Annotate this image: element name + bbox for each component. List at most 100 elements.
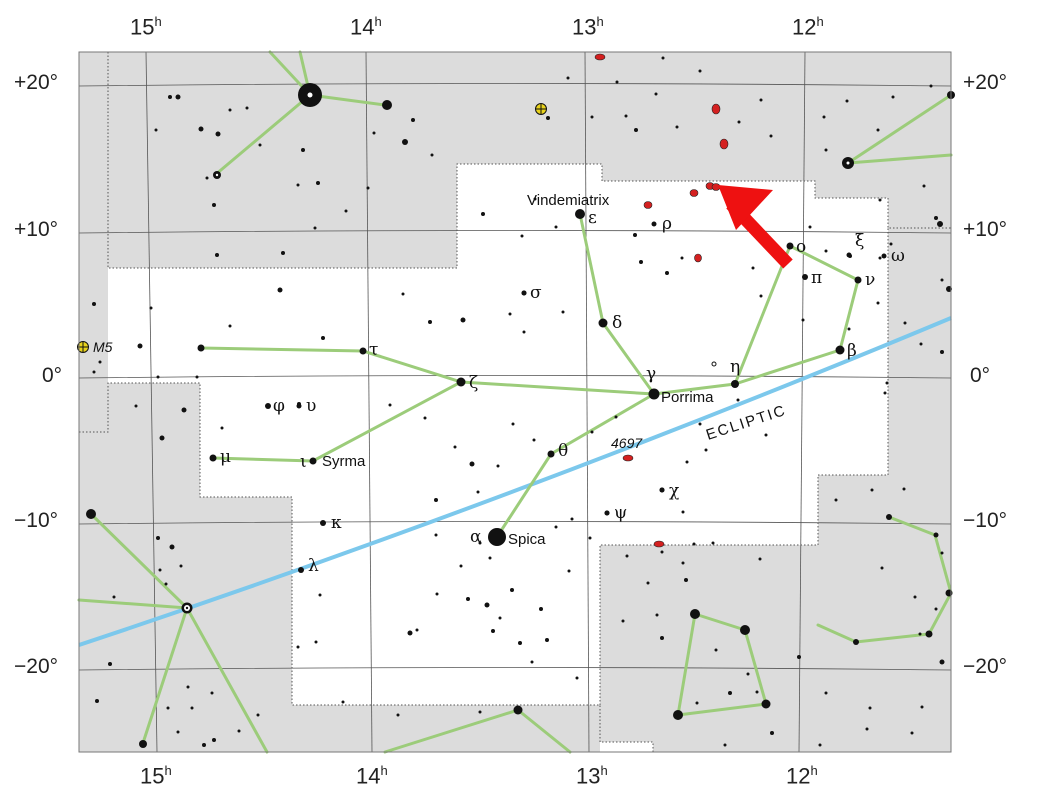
label-porrima: Porrima [661,389,714,406]
arrow-indicator [718,185,793,269]
star-spica [488,528,506,546]
label-mu: μ [220,447,231,467]
ra-label-bottom-12h: 12h [786,763,818,789]
galaxy-ngc4697 [622,454,634,462]
region-southeast [600,475,951,752]
label-nu: ν [865,270,875,290]
star-201 [197,344,205,352]
dec-label-left-plus20: +20° [14,71,59,94]
star-minkar [673,710,683,720]
dec-label-right-0: 0° [970,364,991,387]
label-sigma: σ [530,283,542,303]
chart-frame [78,51,952,753]
ra-label-top-12h: 12h [792,14,824,40]
dec-label-right-minus10: −10° [963,509,1008,532]
label-epsilon: ε [588,208,597,228]
star-leo-3 [937,221,943,227]
ra-line-15h [145,51,158,753]
coordinate-grid [78,51,952,753]
region-southwest [79,383,292,752]
label-syrma: Syrma [322,453,366,470]
star-eta-boo [382,100,392,110]
constellation-boundaries [79,52,951,752]
star-psi-vir [604,510,610,516]
label-psi: ψ [614,503,627,523]
star-kappa-vir [320,520,326,526]
label-iota: ι [300,452,307,472]
galaxy [719,138,729,150]
region-south [292,705,600,752]
label-theta: θ [558,441,568,461]
star-lib-2 [86,509,96,519]
galaxies [594,53,729,548]
dec-line-0 [78,375,952,379]
ra-label-bottom-13h: 13h [576,763,608,789]
label-spica: Spica [508,531,546,548]
ra-label-top-13h: 13h [572,14,604,40]
star-eta-open [711,361,717,367]
label-ngc4697: 4697 [611,435,643,451]
dec-label-left-0: 0° [42,364,63,387]
label-chi: χ [669,481,679,501]
star-gienah [690,609,700,619]
bootes-lines [213,50,387,177]
label-eta: η [730,357,740,377]
label-omega: ω [891,246,905,266]
star-omicron-vir [786,242,794,250]
dec-line-minus20 [78,667,952,671]
dec-label-left-plus10: +10° [14,218,59,241]
ra-label-bottom-15h: 15h [140,763,172,789]
label-beta: β [847,341,857,361]
star-tau-vir [359,347,367,355]
dec-line-plus20 [78,83,952,87]
label-tau: τ [369,340,378,360]
galaxy [711,103,721,115]
globular-clusters [77,103,547,353]
galaxy [694,253,702,263]
star-crt-5 [933,532,939,538]
dec-line-plus10 [78,230,952,234]
label-m5: M5 [93,339,113,355]
star-delta-vir [598,318,608,328]
globular-cluster-m53 [535,103,547,115]
star-crt-1 [925,630,933,638]
star-vindemiatrix [575,209,585,219]
background-stars [92,56,945,747]
label-upsilon: υ [306,396,316,416]
star-crt-4 [886,514,892,520]
label-phi: φ [273,396,285,416]
star-theta-vir [547,450,555,458]
greek-labels: α β γ δ ε ζ η θ ι κ λ μ ν ξ ο π ρ σ τ υ … [220,208,905,576]
galaxy [653,540,665,548]
star-porrima [648,388,660,400]
star-lib-3 [139,740,147,748]
label-xi: ξ [855,231,864,251]
label-gamma: γ [646,364,656,384]
label-lambda: λ [308,556,319,576]
star-rho-vir [651,221,657,227]
label-omicron: ο [796,237,806,257]
star-sigma-vir [521,290,527,296]
star-kraz [761,699,771,709]
star-chi-vir [659,487,665,493]
galaxy [594,53,606,61]
star-crt-3 [853,639,859,645]
leo-lines [846,93,953,165]
galaxy [643,201,653,209]
dec-label-right-plus20: +20° [963,71,1008,94]
star-phi-vir [265,403,271,409]
ra-label-top-15h: 15h [130,14,162,40]
ra-label-top-14h: 14h [350,14,382,40]
region-east [888,228,951,475]
star-iota-vir [309,457,317,465]
ecliptic-line [78,316,952,647]
ra-line-13h [584,51,590,753]
dec-label-right-minus20: −20° [963,655,1008,678]
star-beta-vir [835,345,845,355]
star-xi-vir [846,252,852,258]
label-vindemiatrix: Vindemiatrix [527,192,610,209]
galaxy [711,183,721,191]
star-nu-vir [854,276,862,284]
star-omega-vir [881,253,887,259]
